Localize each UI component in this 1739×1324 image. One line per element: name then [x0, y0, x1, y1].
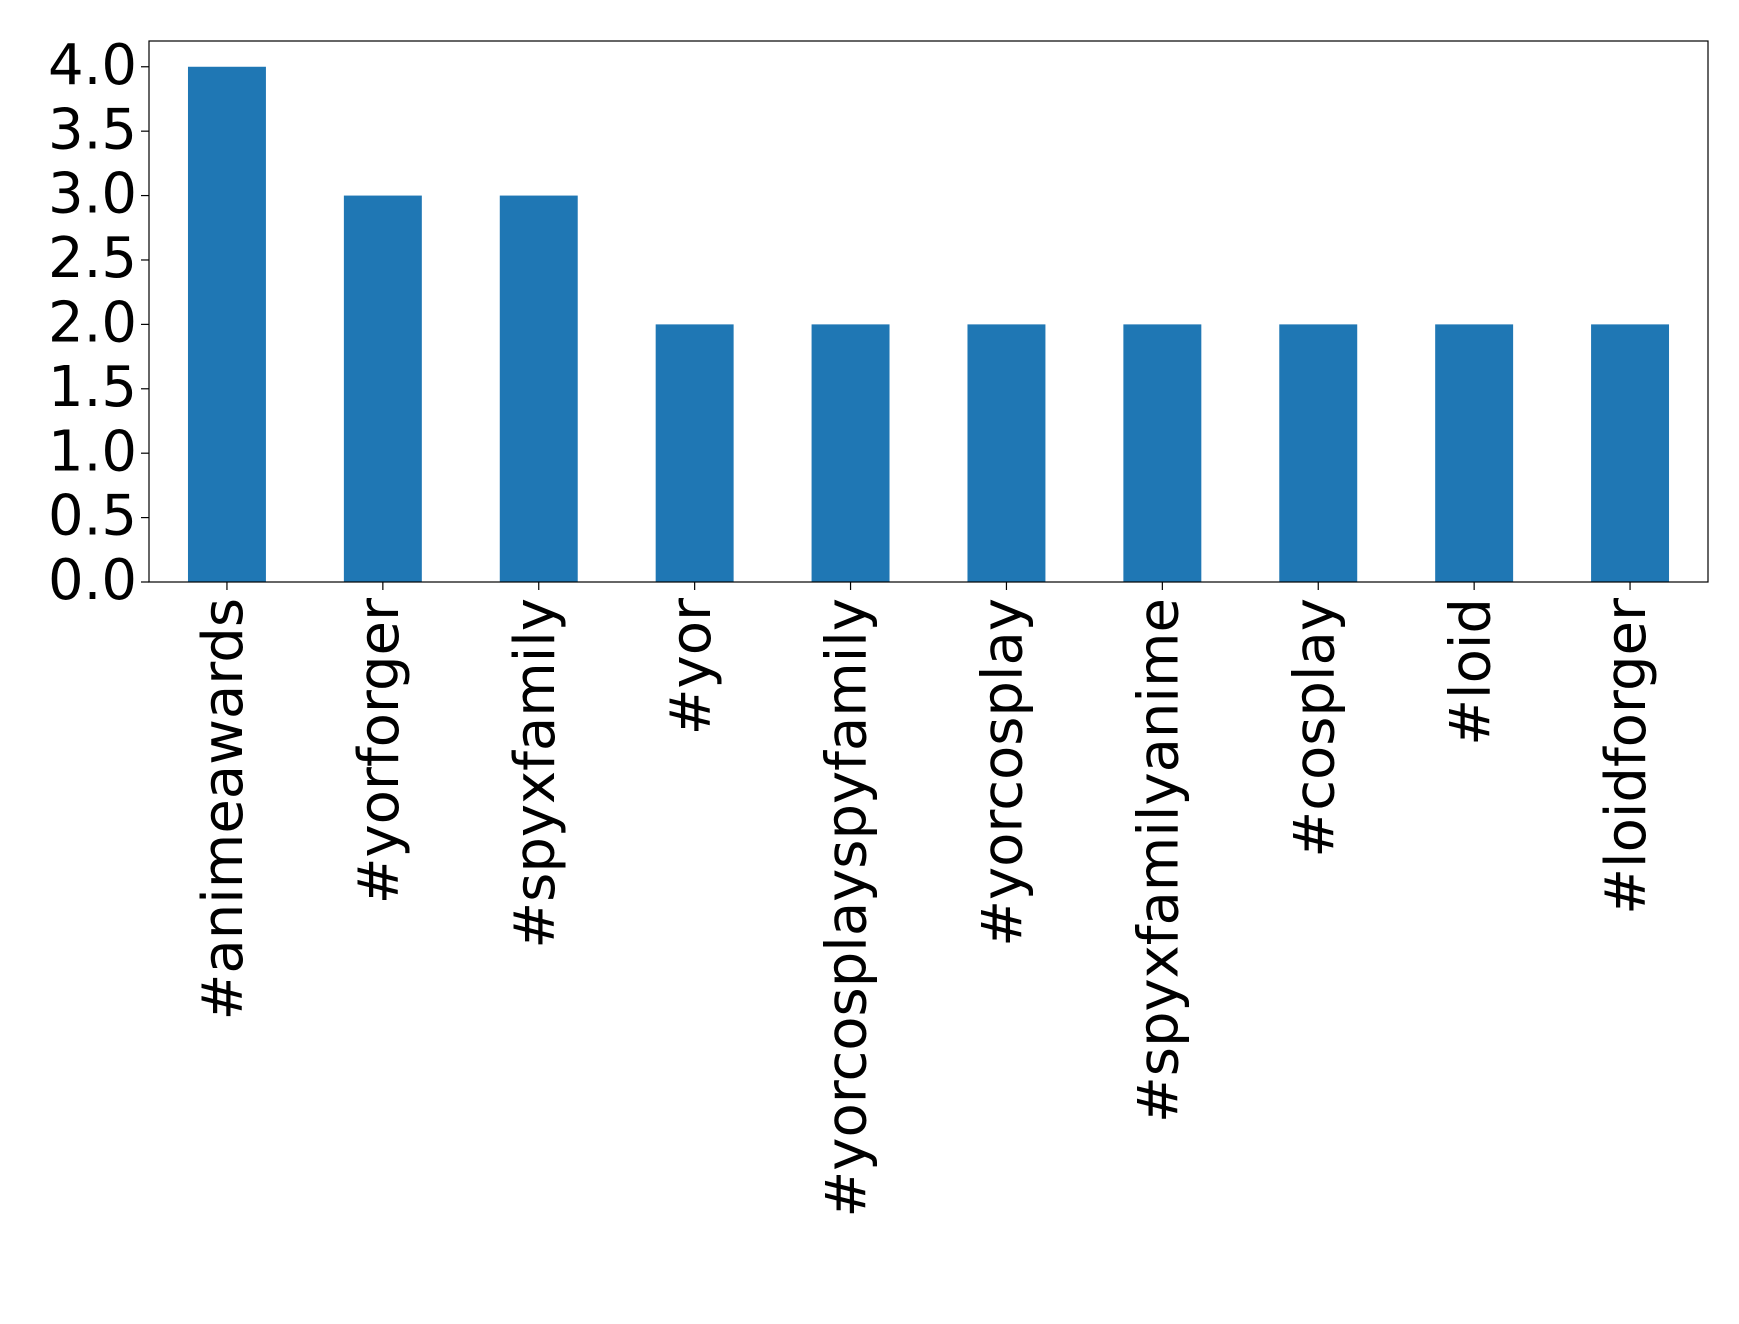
y-tick-label: 0.5 — [48, 484, 137, 549]
bar — [1435, 324, 1514, 582]
bar — [1279, 324, 1358, 582]
bar — [499, 195, 578, 583]
x-tick-label: #cosplay — [1282, 598, 1347, 858]
x-tick-label: #spyxfamilyanime — [1126, 598, 1191, 1123]
bar — [1591, 324, 1670, 582]
x-tick-label: #animeawards — [191, 598, 256, 1021]
bar — [967, 324, 1046, 582]
y-tick-label: 4.0 — [48, 33, 137, 98]
x-tick-label: #yorforger — [347, 597, 412, 904]
x-tick-label: #spyxfamily — [503, 598, 568, 949]
x-tick-label: #loid — [1438, 598, 1503, 746]
y-tick-label: 1.5 — [48, 355, 137, 420]
y-tick-label: 2.5 — [48, 226, 137, 291]
x-tick-label: #yorcosplayspyfamily — [815, 598, 880, 1218]
bar — [811, 324, 890, 582]
x-tick-label: #loidforger — [1594, 597, 1659, 915]
bar — [187, 66, 266, 582]
x-tick-label: #yorcosplay — [971, 598, 1036, 947]
y-tick-label: 3.0 — [48, 162, 137, 227]
y-tick-label: 2.0 — [48, 291, 137, 356]
y-tick-label: 1.0 — [48, 419, 137, 484]
plot-frame — [148, 40, 1709, 583]
bar — [1123, 324, 1202, 582]
y-tick-label: 3.5 — [48, 97, 137, 162]
y-tick-label: 0.0 — [48, 548, 137, 613]
bar — [343, 195, 422, 583]
x-tick-label: #yor — [659, 597, 724, 735]
bar — [655, 324, 734, 582]
